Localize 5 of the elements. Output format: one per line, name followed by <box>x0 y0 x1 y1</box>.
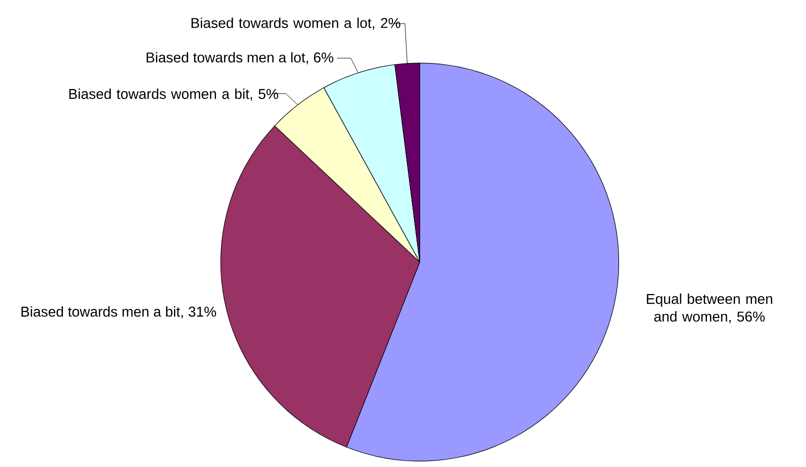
slice-label: Biased towards men a lot, 6% <box>146 52 334 64</box>
slice-label: Equal between men and women, 56% <box>646 293 772 324</box>
slice-label: Biased towards women a bit, 5% <box>69 88 278 101</box>
slice-label: Biased towards men a bit, 31% <box>22 306 216 318</box>
slice-label: Biased towards women a lot, 2% <box>192 18 400 30</box>
